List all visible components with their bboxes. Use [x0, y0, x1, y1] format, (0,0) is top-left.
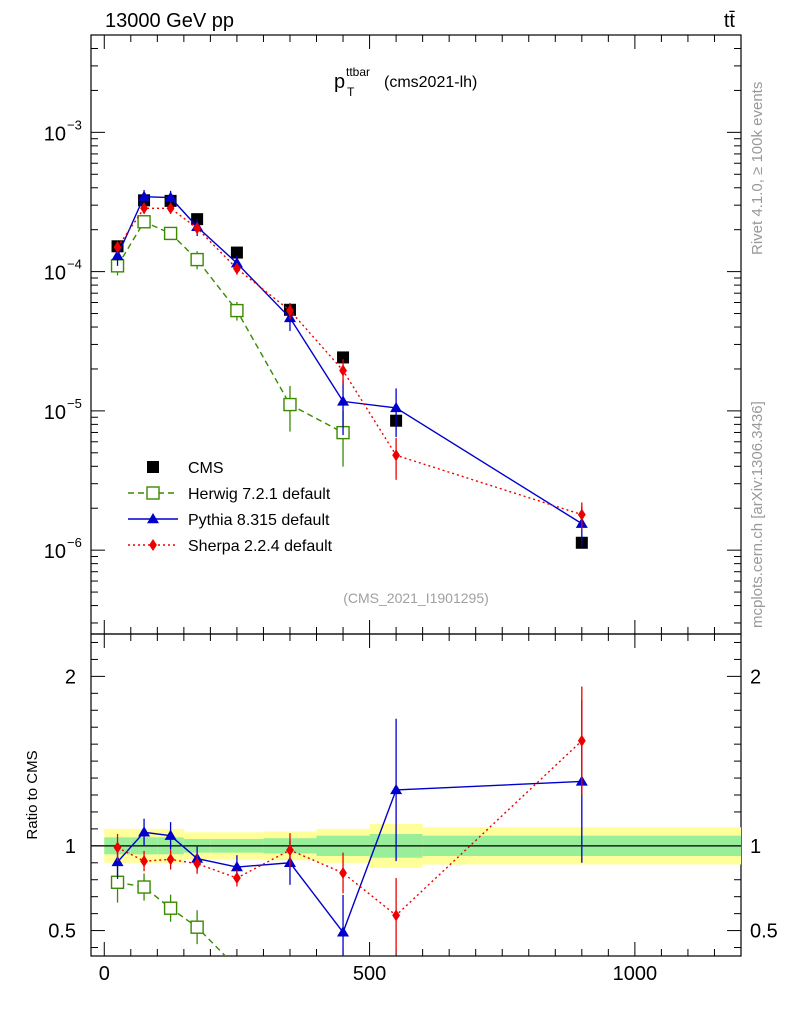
plot-title-suffix: (cms2021-lh) — [384, 74, 477, 91]
x-tick-label: 0 — [99, 963, 110, 985]
rivet-version-label: Rivet 4.1.0, ≥ 100k events — [749, 82, 766, 255]
legend-marker — [149, 539, 157, 551]
series-0 — [111, 194, 588, 549]
data-point — [230, 303, 244, 318]
y-tick-label: 10 — [44, 402, 66, 424]
data-point — [337, 351, 350, 364]
legend-item: Pythia 8.315 default — [128, 512, 330, 529]
data-point — [190, 252, 204, 267]
data-point — [233, 262, 241, 275]
series-3 — [113, 202, 586, 953]
legend-marker — [147, 513, 159, 524]
ratio-series — [110, 861, 243, 974]
data-series — [110, 190, 588, 974]
ratio-point — [231, 962, 243, 974]
ratio-y-tick-label-right: 2 — [750, 666, 761, 688]
data-point — [337, 395, 350, 406]
ratio-point — [577, 734, 586, 747]
ratio-point — [390, 783, 403, 795]
legend-item: Herwig 7.2.1 default — [128, 486, 331, 503]
legend-label: Pythia 8.315 default — [188, 512, 330, 529]
legend-marker — [146, 486, 160, 500]
ratio-y-axis-label: Ratio to CMS — [24, 750, 41, 839]
plot-title-sup: ttbar — [346, 65, 370, 79]
plot-title-sub: T — [347, 85, 355, 99]
y-tick-label: 10 — [44, 123, 66, 145]
y-tick-label-exponent: −5 — [67, 396, 82, 411]
x-tick-label: 1000 — [613, 963, 658, 985]
legend-label: Herwig 7.2.1 default — [188, 486, 331, 503]
data-point — [230, 257, 243, 268]
data-point — [166, 202, 175, 215]
y-tick-label-exponent: −3 — [67, 117, 82, 132]
header-energy-label: 13000 GeV pp — [105, 10, 234, 32]
ratio-point — [392, 909, 401, 922]
y-tick-label-exponent: −6 — [67, 535, 82, 550]
series-line — [116, 207, 583, 516]
ratio-point — [166, 853, 175, 866]
plot-title-main: p — [334, 71, 345, 93]
ratio-point — [337, 926, 350, 937]
ratio-point — [190, 920, 204, 934]
data-point — [138, 190, 151, 201]
legend-marker — [147, 461, 159, 473]
x-tick-label: 500 — [353, 963, 386, 985]
ratio-point — [163, 901, 178, 915]
data-point — [163, 226, 178, 241]
data-point — [137, 215, 151, 229]
legend-item: Sherpa 2.2.4 default — [128, 538, 333, 555]
series-line — [116, 220, 344, 434]
legend-label: Sherpa 2.2.4 default — [188, 538, 333, 555]
data-point — [140, 202, 148, 215]
ratio-y-tick-label-right: 0.5 — [750, 921, 778, 943]
ratio-point — [113, 841, 122, 854]
data-point — [283, 397, 297, 412]
ratio-point — [140, 855, 148, 868]
header-process-label: tt̄ — [724, 10, 736, 32]
legend-label: CMS — [188, 460, 224, 477]
data-point — [392, 449, 401, 462]
y-tick-label-exponent: −4 — [67, 257, 82, 272]
legend: CMS Herwig 7.2.1 default Pythia 8.315 defa… — [128, 460, 333, 555]
ratio-point — [230, 861, 243, 872]
ratio-line — [117, 881, 227, 956]
ratio-y-tick-label: 1 — [65, 836, 76, 858]
data-point — [577, 508, 586, 521]
data-point — [164, 191, 177, 202]
ratio-point — [339, 866, 347, 879]
legend-item: CMS — [147, 460, 224, 477]
ratio-plot-frame — [90, 633, 742, 957]
mcplots-site-label: mcplots.cern.ch [arXiv:1306.3436] — [749, 401, 766, 628]
data-point — [111, 249, 124, 260]
data-point — [286, 304, 294, 317]
data-point — [113, 241, 122, 254]
ratio-point — [164, 829, 177, 840]
data-point — [193, 222, 202, 235]
y-tick-label: 10 — [44, 541, 66, 563]
ratio-point — [193, 857, 202, 870]
ratio-point — [137, 880, 151, 894]
data-point — [339, 364, 347, 377]
y-tick-label: 10 — [44, 263, 66, 285]
analysis-watermark: (CMS_2021_I1901295) — [343, 590, 489, 606]
ratio-point — [233, 872, 241, 885]
ratio-y-tick-label: 0.5 — [48, 921, 76, 943]
ratio-uncertainty-bands — [91, 823, 741, 868]
ratio-y-tick-label-right: 1 — [750, 836, 761, 858]
plot-title: p ttbar T (cms2021-lh) — [334, 65, 477, 99]
ratio-point — [286, 844, 294, 857]
ratio-point — [138, 826, 151, 837]
data-point — [390, 401, 403, 413]
data-point — [230, 246, 243, 259]
ratio-series — [113, 686, 586, 953]
ratio-y-tick-label: 2 — [65, 666, 76, 688]
